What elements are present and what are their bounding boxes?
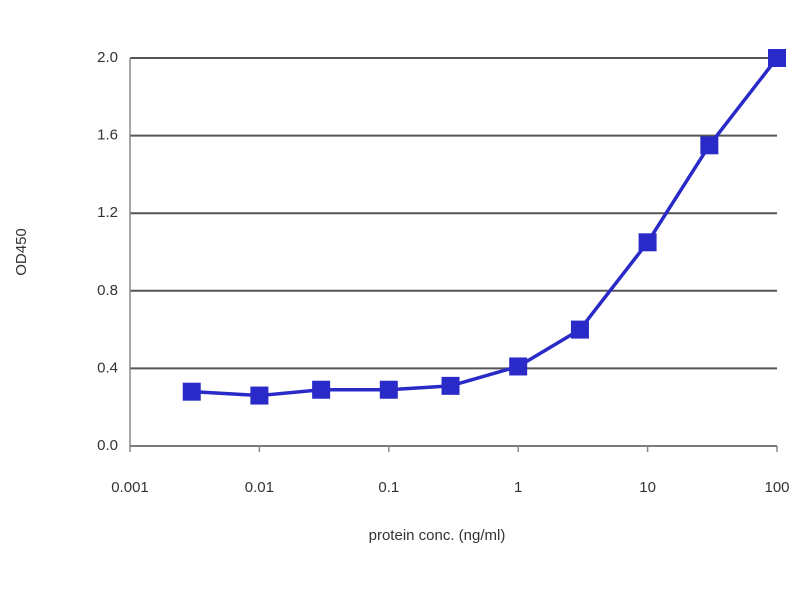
point-marker (379, 380, 398, 399)
point-marker (638, 233, 657, 252)
x-tick-label: 10 (639, 479, 656, 496)
y-tick-label: 1.6 (97, 127, 118, 144)
y-tick-label: 0.4 (97, 359, 118, 376)
point-marker (441, 376, 460, 395)
x-tick-label: 0.01 (245, 479, 274, 496)
series-line (191, 56, 779, 398)
y-tick-label: 0.8 (97, 282, 118, 299)
x-tick-label: 1 (514, 479, 522, 496)
x-tick-label: 100 (764, 479, 789, 496)
x-tick-label: 0.001 (111, 479, 149, 496)
y-tick-label: 2.0 (97, 49, 118, 66)
point-marker (182, 382, 201, 401)
x-tick-label: 0.1 (378, 479, 399, 496)
y-axis-label: OD450 (13, 228, 30, 276)
point-marker (250, 386, 269, 405)
y-tick-label: 1.2 (97, 204, 118, 221)
point-marker (768, 49, 786, 67)
x-axis-label: protein conc. (ng/ml) (369, 527, 506, 544)
y-tick-label: 0.0 (97, 437, 118, 454)
point-marker (700, 136, 719, 155)
point-marker (509, 357, 528, 376)
point-marker (570, 320, 589, 339)
point-marker (312, 380, 331, 399)
